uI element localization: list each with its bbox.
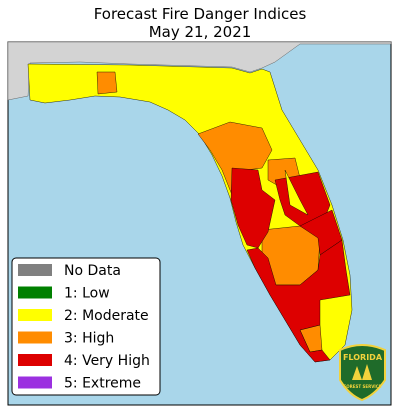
region-very-high — [246, 239, 351, 363]
logo-shield — [339, 344, 386, 402]
legend-label: 5: Extreme — [64, 376, 141, 392]
logo-trees — [352, 364, 372, 380]
legend-label: 3: High — [64, 331, 114, 347]
legend: No Data 1: Low 2: Moderate 3: High 4: Very H… — [11, 257, 161, 396]
neighbor-states — [7, 41, 392, 101]
legend-label: No Data — [64, 263, 121, 279]
legend-label: 1: Low — [64, 286, 110, 302]
region-moderate — [284, 169, 309, 216]
region-very-high — [230, 167, 276, 249]
legend-label: 2: Moderate — [64, 308, 149, 324]
legend-swatch — [18, 309, 52, 321]
legend-swatch — [18, 286, 52, 299]
legend-label: 4: Very High — [64, 353, 150, 369]
title-line: Forecast Fire Danger Indices — [94, 5, 307, 23]
legend-swatch — [18, 331, 52, 344]
legend-swatch — [18, 376, 52, 389]
legend-items: No Data 1: Low 2: Moderate 3: High 4: Very H… — [18, 263, 150, 392]
region-high — [96, 71, 118, 95]
logo-title: FLORIDA — [343, 353, 383, 362]
logo: FLORIDA FOREST SERVICE — [339, 344, 386, 402]
logo-subtitle: FOREST SERVICE — [344, 384, 382, 389]
legend-swatch — [18, 354, 52, 366]
title-line: May 21, 2021 — [149, 23, 252, 41]
legend-swatch — [18, 264, 52, 276]
